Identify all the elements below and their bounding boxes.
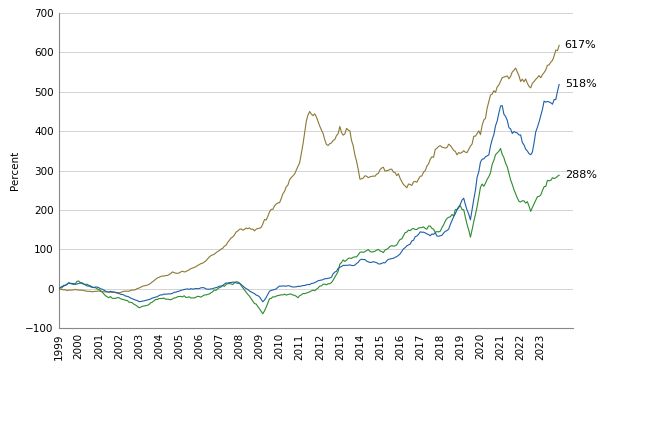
Text: 518%: 518% (564, 80, 596, 90)
Text: 617%: 617% (564, 40, 596, 51)
Text: 288%: 288% (564, 170, 597, 180)
Y-axis label: Percent: Percent (10, 151, 20, 190)
